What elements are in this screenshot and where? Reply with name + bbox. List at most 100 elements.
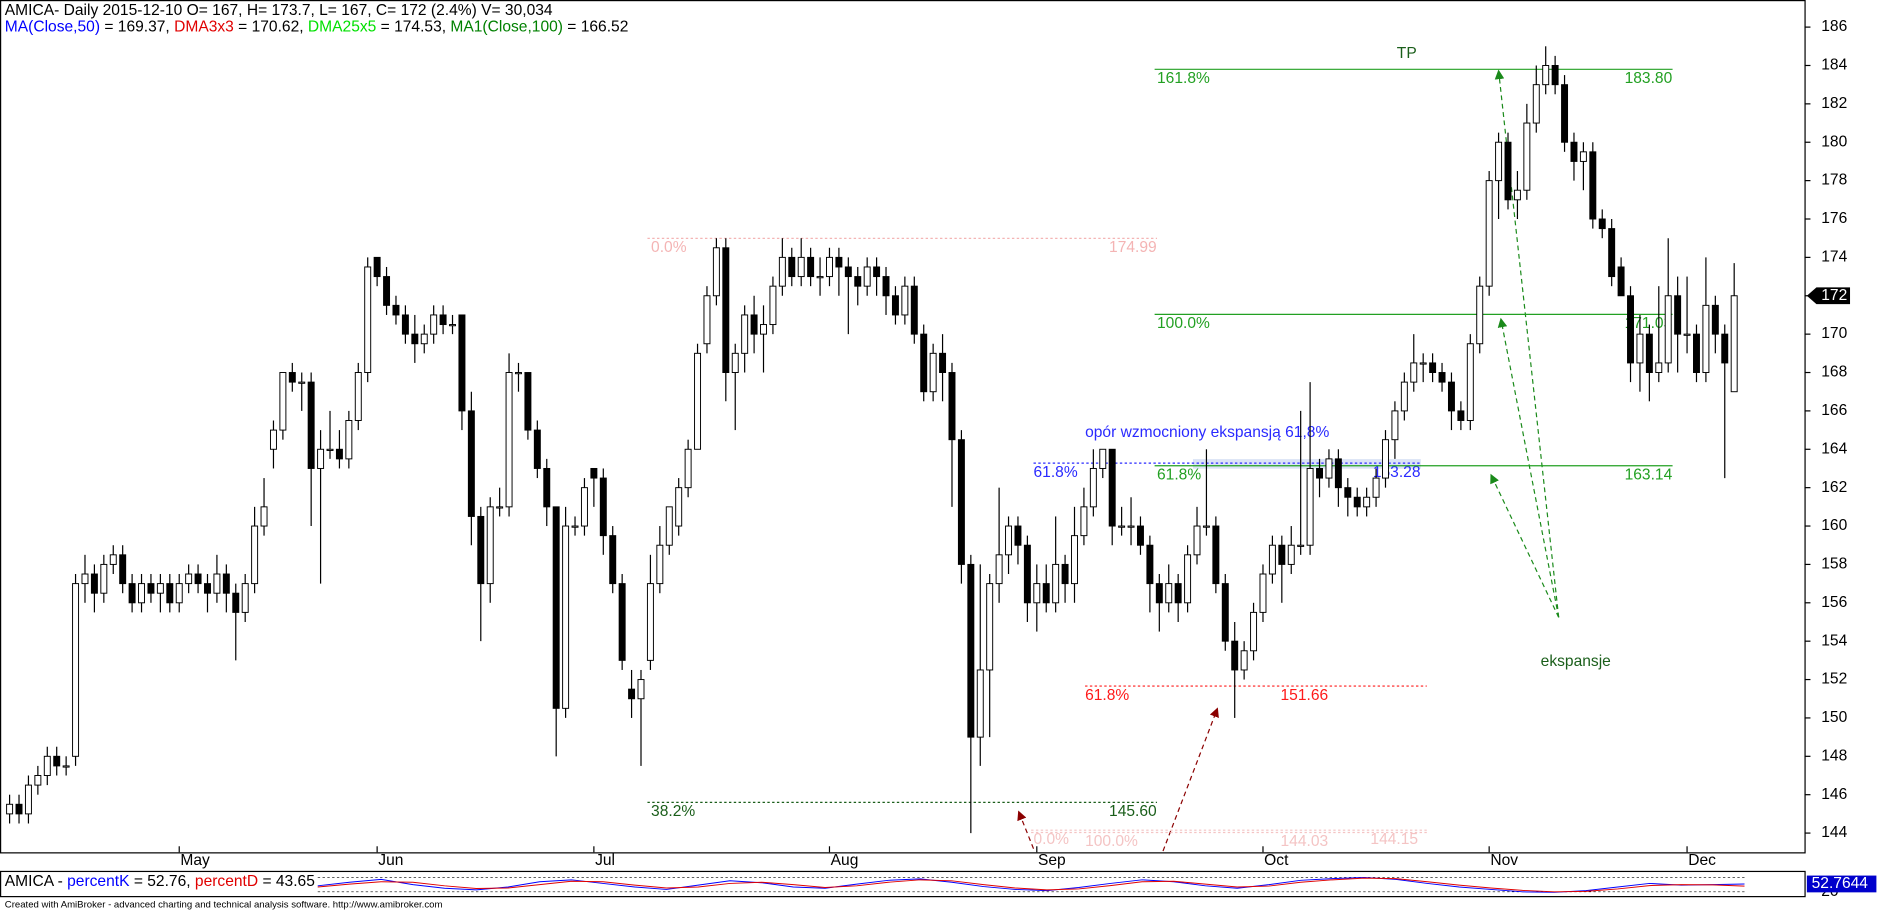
candle-body (119, 554, 127, 585)
candle-body (656, 544, 664, 585)
candle-body (524, 372, 532, 431)
fib-label: 144.03 (1281, 833, 1329, 850)
x-tick-label: Nov (1490, 852, 1518, 869)
candle-body (109, 554, 117, 565)
price-panel (0, 0, 1806, 854)
oscillator-title: AMICA - (5, 873, 67, 890)
oscillator-last-box (1806, 875, 1877, 893)
candle-body (1617, 266, 1625, 297)
fib-label: 61.8% (1157, 466, 1201, 483)
candle-body (326, 448, 334, 451)
fib-label: 100.0% (1157, 315, 1210, 332)
candle-body (241, 583, 249, 613)
candle-body (788, 256, 796, 278)
candle-body (816, 276, 824, 279)
x-tick-label: Jun (378, 852, 403, 869)
candle-body (835, 256, 843, 268)
arrow (1490, 473, 1560, 618)
candle-body (1165, 583, 1173, 604)
candle-body (307, 381, 315, 469)
candle-body (288, 372, 296, 383)
candle-body (90, 573, 98, 594)
candle-body (1344, 487, 1352, 498)
candle-body (826, 256, 833, 278)
candle-body (628, 688, 636, 700)
candle-body (580, 487, 588, 527)
candle-body (458, 314, 466, 412)
indicator-name: MA1(Close,100) (450, 19, 563, 36)
arrow (1497, 317, 1560, 618)
y-tick-label: 164 (1821, 440, 1847, 457)
candle-body (1655, 362, 1663, 373)
candle-body (138, 583, 146, 604)
candle-body (1287, 544, 1295, 565)
candle-body (128, 583, 136, 604)
candle-body (599, 477, 607, 537)
candle-body (81, 573, 89, 585)
candle-body (712, 247, 720, 297)
y-tick-label: 144 (1821, 824, 1847, 841)
annotation: ekspansje (1541, 653, 1611, 670)
fib-label: 151.66 (1281, 687, 1329, 704)
candle-body (496, 506, 504, 509)
candle-body (1325, 458, 1333, 479)
candle-body (1598, 218, 1606, 230)
oscillator-line (317, 876, 1745, 893)
arrow (1017, 810, 1035, 849)
x-tick-label: Dec (1688, 852, 1716, 869)
candle-body (1674, 295, 1682, 335)
candle-body (1664, 295, 1672, 364)
candle-body (1184, 554, 1192, 604)
candle-body (175, 583, 183, 604)
candle-body (750, 314, 758, 335)
candle-body (383, 276, 391, 306)
candle-body (1532, 84, 1540, 124)
candle-body (147, 583, 155, 594)
fib-label: 183.80 (1625, 70, 1673, 87)
candle-body (741, 314, 749, 354)
candle-body (939, 352, 947, 373)
candle-body (797, 256, 805, 278)
footer: Created with AmiBroker - advanced charti… (5, 900, 443, 911)
fib-label: 38.2% (651, 803, 695, 820)
candle-body (1457, 410, 1465, 421)
candle-body (1504, 141, 1512, 201)
last-price-box (1806, 287, 1851, 305)
y-tick-label: 150 (1821, 709, 1847, 726)
candle-body (34, 775, 42, 786)
candle-body (1297, 544, 1305, 547)
candle-body (1042, 583, 1050, 604)
y-tick-label: 158 (1821, 556, 1847, 573)
candle-body (1316, 467, 1324, 479)
candle-body (590, 467, 598, 479)
candle-body (298, 381, 306, 384)
fib-label: 0.0% (1034, 831, 1070, 848)
oscillator-value: = 52.76, (129, 873, 194, 890)
candle-body (156, 583, 164, 594)
candle-body (910, 285, 918, 335)
arrow (1162, 707, 1219, 852)
candle-body (1570, 141, 1578, 162)
y-tick-label: 186 (1821, 18, 1847, 35)
last-price-label: 172 (1821, 287, 1847, 304)
candle-body (891, 295, 899, 316)
candle-body (1372, 477, 1380, 498)
fib-label: 61.8% (1085, 687, 1129, 704)
candle-body (204, 583, 211, 594)
candle-body (1193, 525, 1201, 556)
candle-body (1410, 362, 1418, 383)
candle-body (53, 755, 61, 767)
candle-body (1014, 525, 1022, 546)
candle-body (722, 247, 730, 373)
candle-body (43, 755, 51, 776)
candle-body (986, 583, 994, 671)
oscillator-value: = 43.65 (258, 873, 315, 890)
candle-body (213, 573, 221, 594)
candle-body (392, 304, 400, 316)
candle-body (1542, 65, 1550, 86)
candle-body (467, 410, 475, 517)
candle-body (1306, 467, 1314, 546)
indicator-value: = 169.37, (100, 19, 174, 36)
y-tick-label: 152 (1821, 671, 1847, 688)
